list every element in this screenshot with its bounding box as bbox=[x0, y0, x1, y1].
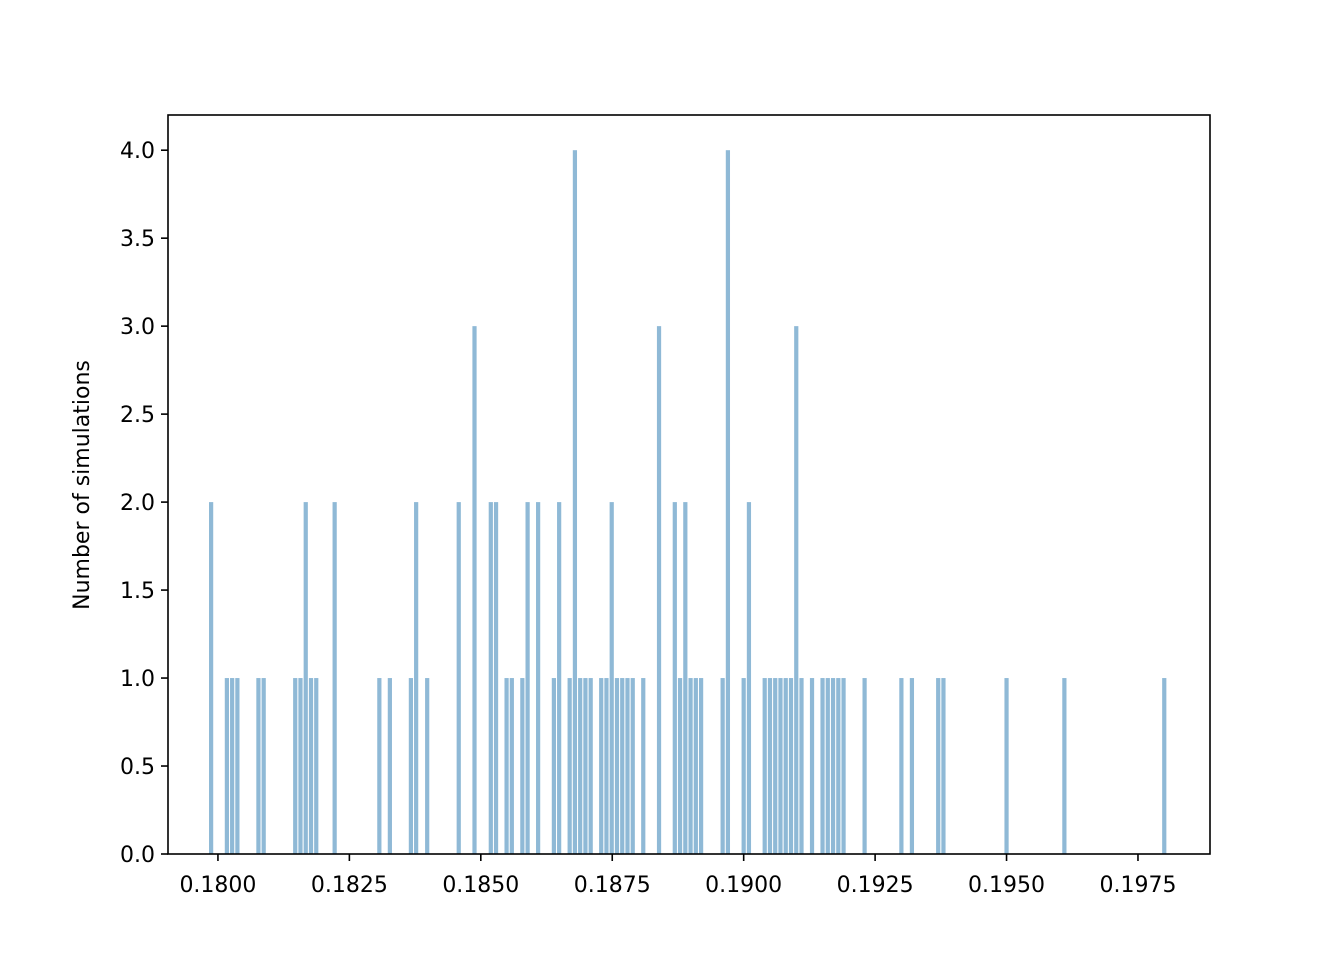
histogram-bar bbox=[841, 678, 846, 854]
histogram-bar bbox=[741, 678, 746, 854]
x-axis-ticks: 0.1800 0.1825 0.1850 0.1875 0.1900 0.1925 0.19… bbox=[179, 854, 1176, 898]
histogram-bar bbox=[377, 678, 382, 854]
plot-frame bbox=[167, 114, 1211, 855]
bars-group bbox=[209, 150, 1167, 854]
histogram-bar bbox=[578, 678, 583, 854]
x-tick-label: 0.1925 bbox=[837, 873, 914, 898]
x-tick-label: 0.1950 bbox=[968, 873, 1045, 898]
histogram-bar bbox=[773, 678, 778, 854]
histogram-bar bbox=[630, 678, 635, 854]
y-tick-label: 0.5 bbox=[120, 755, 155, 780]
y-axis-label: Number of simulations bbox=[70, 360, 95, 610]
histogram-bar bbox=[720, 678, 725, 854]
y-tick-label: 1.5 bbox=[120, 579, 155, 604]
y-tick-label: 3.5 bbox=[120, 227, 155, 252]
histogram-bar bbox=[472, 326, 477, 854]
histogram-bar bbox=[493, 502, 499, 854]
histogram-bar bbox=[599, 678, 604, 854]
histogram-bar bbox=[625, 678, 630, 854]
histogram-bar bbox=[836, 678, 841, 854]
histogram-bar bbox=[509, 678, 514, 854]
histogram-bar bbox=[825, 678, 830, 854]
y-tick-label: 3.0 bbox=[120, 315, 155, 340]
histogram-bar bbox=[298, 678, 303, 854]
histogram-bar bbox=[936, 678, 941, 854]
histogram-bar bbox=[1062, 678, 1067, 854]
histogram-bar bbox=[332, 502, 337, 854]
histogram-bar bbox=[725, 150, 731, 854]
histogram-bar bbox=[1004, 678, 1009, 854]
histogram-bar bbox=[456, 502, 461, 854]
histogram-bar bbox=[314, 678, 319, 854]
histogram-bar bbox=[788, 678, 794, 854]
histogram-bar bbox=[794, 326, 799, 854]
histogram-bar bbox=[224, 678, 229, 854]
histogram-bar bbox=[308, 678, 314, 854]
histogram-bar bbox=[588, 678, 593, 854]
histogram-bar bbox=[698, 678, 704, 854]
histogram-bar bbox=[820, 678, 825, 854]
histogram-bar bbox=[504, 678, 509, 854]
histogram-bar bbox=[609, 502, 614, 854]
histogram-bar bbox=[387, 678, 392, 854]
x-tick-label: 0.1875 bbox=[574, 873, 651, 898]
x-tick-label: 0.1800 bbox=[179, 873, 256, 898]
x-tick-label: 0.1850 bbox=[442, 873, 519, 898]
histogram-bar bbox=[557, 502, 562, 854]
histogram-bar bbox=[567, 678, 572, 854]
histogram-bar bbox=[525, 502, 530, 854]
histogram-bar bbox=[261, 678, 266, 854]
histogram-bar bbox=[408, 678, 413, 854]
histogram-bar bbox=[303, 502, 308, 854]
x-tick-label: 0.1900 bbox=[705, 873, 782, 898]
histogram-bar bbox=[693, 678, 698, 854]
histogram-bar bbox=[425, 678, 430, 854]
histogram-bar bbox=[688, 678, 693, 854]
histogram-bar bbox=[604, 678, 609, 854]
histogram-bar bbox=[572, 150, 578, 854]
histogram-bar bbox=[677, 678, 683, 854]
histogram-bar bbox=[230, 678, 235, 854]
histogram-bar bbox=[414, 502, 419, 854]
y-tick-label: 1.0 bbox=[120, 667, 155, 692]
histogram-bar bbox=[583, 678, 588, 854]
histogram-bar bbox=[809, 678, 815, 854]
histogram-bar bbox=[762, 678, 767, 854]
x-tick-label: 0.1975 bbox=[1099, 873, 1176, 898]
histogram-bar bbox=[551, 678, 556, 854]
x-tick-label: 0.1825 bbox=[311, 873, 388, 898]
y-tick-label: 0.0 bbox=[120, 843, 155, 868]
histogram-bar bbox=[620, 678, 625, 854]
histogram-bar bbox=[783, 678, 788, 854]
histogram-bar bbox=[862, 678, 867, 854]
y-tick-label: 4.0 bbox=[120, 139, 155, 164]
histogram-bar bbox=[656, 326, 662, 854]
histogram-bar bbox=[256, 678, 261, 854]
histogram-bar bbox=[830, 678, 836, 854]
histogram-bar bbox=[909, 678, 915, 854]
histogram-bar bbox=[778, 678, 783, 854]
histogram-bar bbox=[209, 502, 214, 854]
histogram-bar bbox=[767, 678, 773, 854]
histogram-bar bbox=[683, 502, 688, 854]
y-axis-ticks: 0.0 0.5 1.0 1.5 2.0 2.5 3.0 3.5 4.0 bbox=[120, 139, 168, 868]
y-tick-label: 2.5 bbox=[120, 403, 155, 428]
histogram-bar bbox=[488, 502, 493, 854]
histogram-bar bbox=[941, 678, 946, 854]
histogram-bar bbox=[614, 678, 620, 854]
histogram-bar bbox=[899, 678, 904, 854]
histogram-bar bbox=[235, 678, 240, 854]
histogram-bar bbox=[746, 502, 752, 854]
histogram-bar bbox=[520, 678, 525, 854]
histogram-bar bbox=[1162, 678, 1167, 854]
histogram-bar bbox=[293, 678, 298, 854]
histogram-bar bbox=[799, 678, 804, 854]
histogram-bar bbox=[672, 502, 677, 854]
histogram-bar bbox=[536, 502, 541, 854]
histogram-bar bbox=[641, 678, 646, 854]
y-tick-label: 2.0 bbox=[120, 491, 155, 516]
